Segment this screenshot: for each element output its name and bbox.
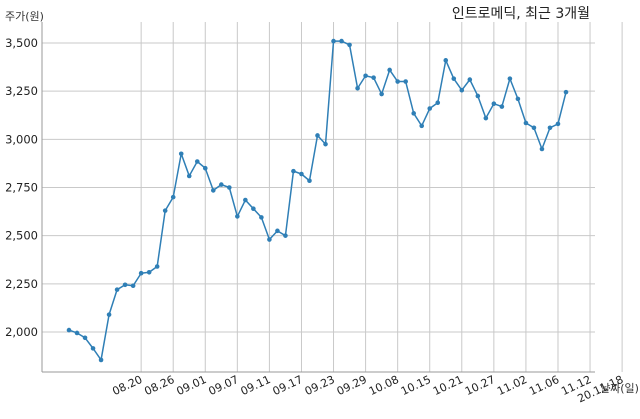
chart-title: 인트로메딕, 최근 3개월: [452, 6, 590, 22]
data-point: [202, 165, 208, 171]
data-point: [491, 101, 497, 106]
data-point: [347, 42, 352, 48]
x-tick-label: 09.01: [174, 373, 208, 398]
x-tick-labels: 08.2008.2609.0109.0709.1109.1709.2309.29…: [110, 373, 625, 405]
price-line: [68, 40, 567, 361]
data-point: [82, 335, 88, 341]
y-tick-label: 3,500: [5, 36, 38, 50]
x-tick-label: 09.17: [271, 373, 305, 398]
data-point: [371, 75, 376, 80]
x-tick-label: 08.20: [110, 373, 144, 398]
y-tick-labels: 2,000 2,250 2,500 2,750 3,000 3,250 3,500: [5, 36, 38, 339]
data-point: [547, 125, 553, 131]
x-tick-label: 08.26: [142, 373, 176, 398]
data-point: [194, 159, 200, 164]
data-point: [178, 151, 184, 157]
x-tick-label: 10.27: [463, 373, 497, 398]
data-point: [427, 106, 433, 111]
data-point: [563, 89, 569, 95]
data-point: [106, 312, 112, 317]
data-point: [555, 121, 561, 127]
data-point: [411, 111, 416, 116]
x-axis-label: 날짜(일): [600, 381, 639, 395]
data-point: [114, 287, 120, 292]
data-point: [419, 123, 425, 129]
data-point: [499, 104, 505, 109]
data-point: [395, 79, 400, 84]
data-point: [267, 237, 272, 242]
data-point: [387, 67, 392, 73]
data-point: [435, 100, 441, 106]
data-point: [475, 93, 481, 99]
data-point: [130, 283, 136, 289]
data-point: [243, 197, 248, 203]
data-point: [515, 96, 521, 102]
data-point: [451, 76, 457, 81]
data-point: [235, 214, 240, 219]
data-point: [219, 182, 224, 187]
data-point: [251, 206, 256, 211]
data-point: [299, 171, 304, 177]
data-point: [355, 85, 360, 91]
data-point: [403, 79, 408, 84]
data-point: [379, 91, 384, 97]
data-point: [162, 208, 168, 213]
data-point: [363, 73, 368, 79]
data-point: [186, 173, 192, 179]
x-tick-label: 09.11: [239, 373, 273, 398]
y-axis-label: 주가(원): [5, 10, 44, 23]
data-point: [523, 120, 529, 126]
data-point: [283, 233, 288, 238]
data-point: [138, 270, 144, 276]
data-point: [331, 38, 336, 44]
data-point: [227, 185, 232, 190]
data-point: [154, 264, 160, 269]
data-point: [443, 58, 449, 63]
data-point: [467, 77, 473, 82]
data-point: [122, 282, 128, 288]
series-line: [68, 40, 567, 361]
y-tick-label: 3,000: [5, 132, 38, 146]
y-tick-label: 2,500: [5, 229, 38, 243]
x-tick-label: 10.08: [367, 373, 401, 398]
data-points: [66, 38, 569, 363]
data-point: [315, 133, 320, 138]
x-tick-label: 09.23: [303, 373, 337, 398]
x-tick-label: 11.06: [527, 373, 561, 398]
data-point: [98, 357, 104, 363]
data-point: [90, 346, 96, 351]
data-point: [339, 38, 344, 44]
axes: [41, 22, 595, 373]
data-point: [459, 87, 465, 93]
y-tick-label: 2,750: [5, 181, 38, 195]
x-tick-label: 11.02: [495, 373, 529, 398]
data-point: [507, 76, 513, 81]
data-point: [275, 228, 280, 234]
data-point: [539, 146, 545, 152]
x-tick-label: 10.15: [399, 373, 433, 398]
data-point: [74, 330, 80, 336]
y-tick-label: 2,250: [5, 277, 38, 291]
data-point: [170, 194, 176, 200]
data-point: [531, 125, 537, 131]
x-tick-label: 10.21: [431, 373, 465, 398]
data-point: [210, 188, 216, 193]
y-tick-label: 2,000: [5, 325, 38, 339]
data-point: [483, 115, 489, 121]
x-tick-label: 09.07: [207, 373, 241, 398]
grid-lines: [42, 22, 623, 372]
data-point: [259, 215, 264, 220]
data-point: [66, 327, 72, 333]
data-point: [146, 269, 152, 275]
x-tick-label: 09.29: [335, 373, 369, 398]
data-point: [323, 141, 328, 147]
y-tick-label: 3,250: [5, 84, 38, 98]
data-point: [291, 168, 296, 174]
data-point: [307, 178, 312, 184]
